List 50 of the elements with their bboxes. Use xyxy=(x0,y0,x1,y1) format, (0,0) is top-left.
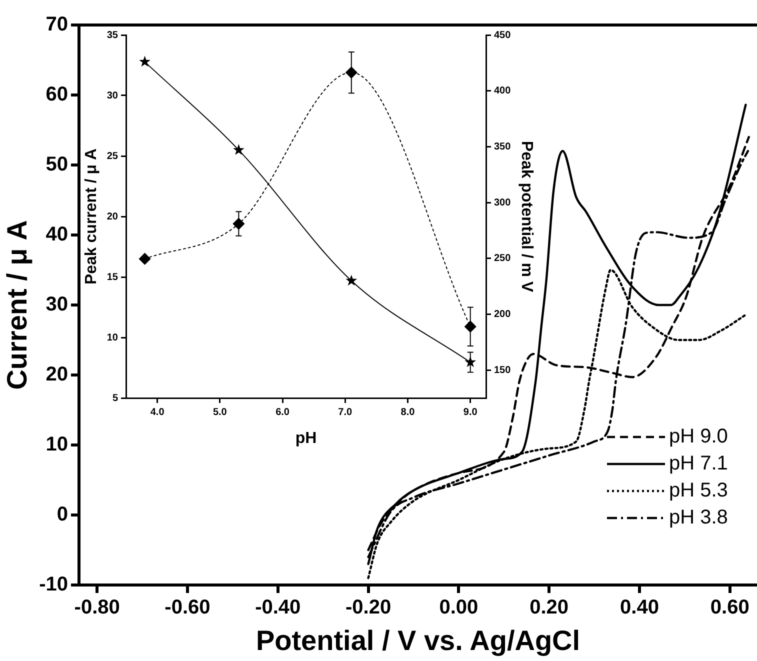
y-axis-title: Current / μ A xyxy=(2,220,33,390)
y-tick-label: 10 xyxy=(46,434,68,456)
y-tick-label: 20 xyxy=(106,211,118,222)
y-tick-label: 70 xyxy=(46,14,68,36)
y-tick-label: 5 xyxy=(112,392,118,404)
point xyxy=(139,253,151,265)
y-tick-label: 0 xyxy=(56,504,68,526)
y-tick-label: 30 xyxy=(106,90,118,102)
point xyxy=(232,144,244,155)
point xyxy=(139,56,150,67)
y-tick-label: 20 xyxy=(46,364,68,386)
y-axis-title: Peak current / μ A xyxy=(83,148,100,285)
x-tick-label: -0.40 xyxy=(255,596,301,619)
y-tick-label: -10 xyxy=(39,574,68,596)
y2-tick-label: 350 xyxy=(494,141,512,152)
x-axis-title: Potential / V vs. Ag/AgCl xyxy=(256,624,580,656)
y-tick-label: 30 xyxy=(46,294,68,316)
x-tick-label: 0.60 xyxy=(710,596,750,619)
y-tick-label: 25 xyxy=(106,150,118,162)
y-tick-label: 35 xyxy=(106,30,118,41)
x-tick-label: 0.00 xyxy=(439,596,478,619)
point xyxy=(346,274,358,286)
y2-tick-label: 400 xyxy=(494,86,512,97)
x-tick-label: 9.0 xyxy=(463,406,478,418)
y2-tick-label: 300 xyxy=(494,197,512,208)
y-tick-label: 40 xyxy=(46,224,68,246)
x-tick-label: 4.0 xyxy=(150,406,165,418)
legend-label: pH 9.0 xyxy=(669,426,728,448)
y-tick-label: 50 xyxy=(46,154,68,176)
x-tick-label: -0.80 xyxy=(74,596,120,619)
y2-tick-label: 450 xyxy=(494,30,512,41)
x-tick-label: -0.20 xyxy=(345,596,392,619)
x-tick-label: 5.0 xyxy=(212,406,228,418)
y2-axis-title: Peak potential / m V xyxy=(518,140,535,292)
legend-label: pH 5.3 xyxy=(669,480,728,502)
y2-tick-label: 150 xyxy=(494,364,512,376)
x-axis-title: pH xyxy=(295,430,317,447)
x-tick-label: -0.60 xyxy=(164,596,210,619)
y-tick-label: 15 xyxy=(106,272,118,283)
y-tick-label: 10 xyxy=(106,332,118,344)
x-tick-label: 8.0 xyxy=(400,406,416,418)
y2-tick-label: 250 xyxy=(494,253,512,264)
x-tick-label: 7.0 xyxy=(338,406,353,418)
legend-label: pH 3.8 xyxy=(669,506,728,529)
x-tick-label: 0.20 xyxy=(530,596,569,619)
x-tick-label: 0.40 xyxy=(620,596,659,619)
y2-tick-label: 200 xyxy=(494,308,512,320)
x-tick-label: 6.0 xyxy=(276,406,290,418)
y-tick-label: 60 xyxy=(46,84,68,106)
legend-label: pH 7.1 xyxy=(669,452,728,475)
